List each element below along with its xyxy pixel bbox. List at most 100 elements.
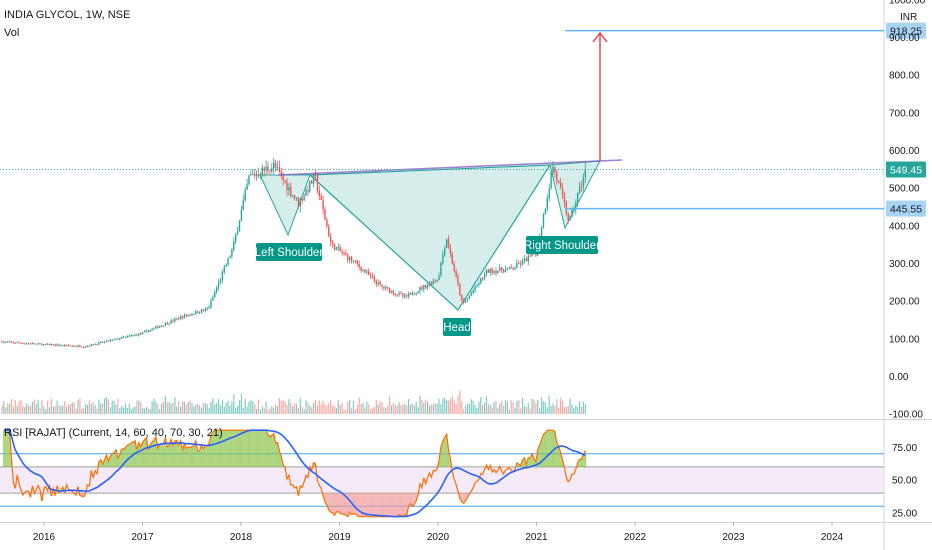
candle-body bbox=[497, 270, 499, 273]
volume-bar bbox=[256, 408, 258, 414]
candle-body bbox=[352, 260, 355, 262]
volume-bar bbox=[580, 407, 583, 414]
volume-bar bbox=[339, 404, 341, 414]
candle-body bbox=[12, 342, 15, 344]
volume-bar bbox=[408, 398, 410, 414]
volume-bar bbox=[352, 400, 355, 414]
volume-bar bbox=[584, 403, 586, 414]
candle-body bbox=[174, 318, 176, 322]
volume-bar bbox=[12, 406, 14, 414]
volume-bar bbox=[212, 398, 214, 414]
volume-bar bbox=[394, 405, 396, 414]
candle-body bbox=[350, 256, 353, 262]
candle-body bbox=[92, 344, 94, 346]
candle-body bbox=[400, 292, 402, 294]
volume-bar bbox=[541, 397, 543, 414]
volume-bar bbox=[447, 400, 450, 414]
volume-indicator-label[interactable]: Vol bbox=[4, 27, 20, 39]
candle-body bbox=[267, 166, 269, 171]
candle-body bbox=[474, 285, 476, 291]
volume-bar bbox=[294, 404, 296, 414]
candle-body bbox=[558, 180, 560, 183]
volume-bar bbox=[366, 401, 368, 414]
head-and-shoulders-pattern bbox=[259, 160, 601, 311]
volume-bar bbox=[67, 404, 70, 414]
candle-body bbox=[16, 342, 18, 344]
candle-body bbox=[521, 259, 524, 265]
left-shoulder-label: Left Shoulder bbox=[255, 243, 323, 261]
volume-bar bbox=[149, 409, 151, 414]
volume-bar bbox=[358, 397, 360, 414]
volume-bar bbox=[92, 401, 94, 414]
symbol-title[interactable]: INDIA GLYCOL, 1W, NSE bbox=[4, 9, 131, 21]
candle-body bbox=[235, 234, 237, 242]
candle-body bbox=[318, 190, 320, 196]
volume-bar bbox=[257, 399, 260, 414]
volume-bar bbox=[472, 401, 474, 414]
candle-body bbox=[578, 186, 581, 193]
candle-body bbox=[305, 189, 307, 196]
candle-body bbox=[546, 198, 548, 209]
volume-bar bbox=[168, 402, 170, 414]
volume-bar bbox=[263, 408, 265, 414]
price-tick-label: -100.00 bbox=[889, 410, 923, 421]
candle-body bbox=[35, 343, 37, 345]
volume-bar bbox=[529, 408, 531, 414]
candle-body bbox=[176, 318, 178, 320]
candle-body bbox=[535, 254, 537, 256]
volume-bar bbox=[514, 407, 516, 414]
candle-body bbox=[501, 267, 503, 271]
volume-bar bbox=[267, 409, 269, 414]
candle-body bbox=[337, 247, 339, 249]
volume-bar bbox=[535, 402, 537, 414]
volume-bar bbox=[415, 401, 417, 414]
candle-body bbox=[155, 326, 157, 328]
volume-bar bbox=[523, 406, 526, 414]
candle-body bbox=[506, 268, 509, 270]
candle-body bbox=[404, 295, 406, 297]
candle-body bbox=[483, 273, 486, 279]
candle-body bbox=[223, 266, 225, 272]
candle-body bbox=[8, 341, 11, 343]
candle-body bbox=[559, 182, 562, 189]
candle-body bbox=[311, 180, 313, 184]
right-shoulder-label: Right Shoulder bbox=[524, 236, 600, 254]
candle-body bbox=[103, 341, 106, 343]
volume-bar bbox=[290, 402, 292, 414]
right-shoulder-label-bg bbox=[526, 236, 598, 254]
volume-bar bbox=[326, 405, 328, 414]
candle-body bbox=[383, 286, 385, 289]
volume-bar bbox=[370, 409, 372, 414]
volume-bar bbox=[556, 399, 558, 414]
candle-body bbox=[447, 239, 450, 248]
candle-body bbox=[428, 282, 431, 286]
volume-bars bbox=[1, 390, 586, 414]
volume-bar bbox=[427, 401, 429, 414]
volume-bar bbox=[404, 403, 406, 414]
volume-bar bbox=[282, 400, 284, 414]
candle-body bbox=[584, 168, 586, 178]
volume-bar bbox=[273, 407, 275, 414]
candle-body bbox=[273, 162, 275, 168]
rsi-indicator-title[interactable]: RSI [RAJAT] (Current, 14, 60, 40, 70, 30… bbox=[4, 427, 223, 439]
volume-bar bbox=[206, 404, 208, 414]
volume-bar bbox=[582, 401, 584, 414]
candle-body bbox=[166, 323, 168, 325]
volume-bar bbox=[434, 403, 436, 414]
volume-bar bbox=[457, 395, 459, 414]
volume-bar bbox=[440, 404, 442, 414]
volume-bar bbox=[567, 406, 569, 414]
candle-body bbox=[105, 340, 108, 342]
volume-bar bbox=[569, 398, 571, 414]
year-tick-label: 2023 bbox=[722, 532, 745, 543]
candle-body bbox=[550, 172, 552, 189]
candle-body bbox=[451, 253, 453, 264]
candle-body bbox=[124, 336, 127, 338]
volume-bar bbox=[398, 402, 400, 414]
candle-body bbox=[453, 263, 455, 271]
volume-bar bbox=[320, 403, 322, 414]
volume-bar bbox=[400, 404, 402, 414]
volume-bar bbox=[252, 401, 254, 414]
volume-bar bbox=[276, 406, 279, 414]
